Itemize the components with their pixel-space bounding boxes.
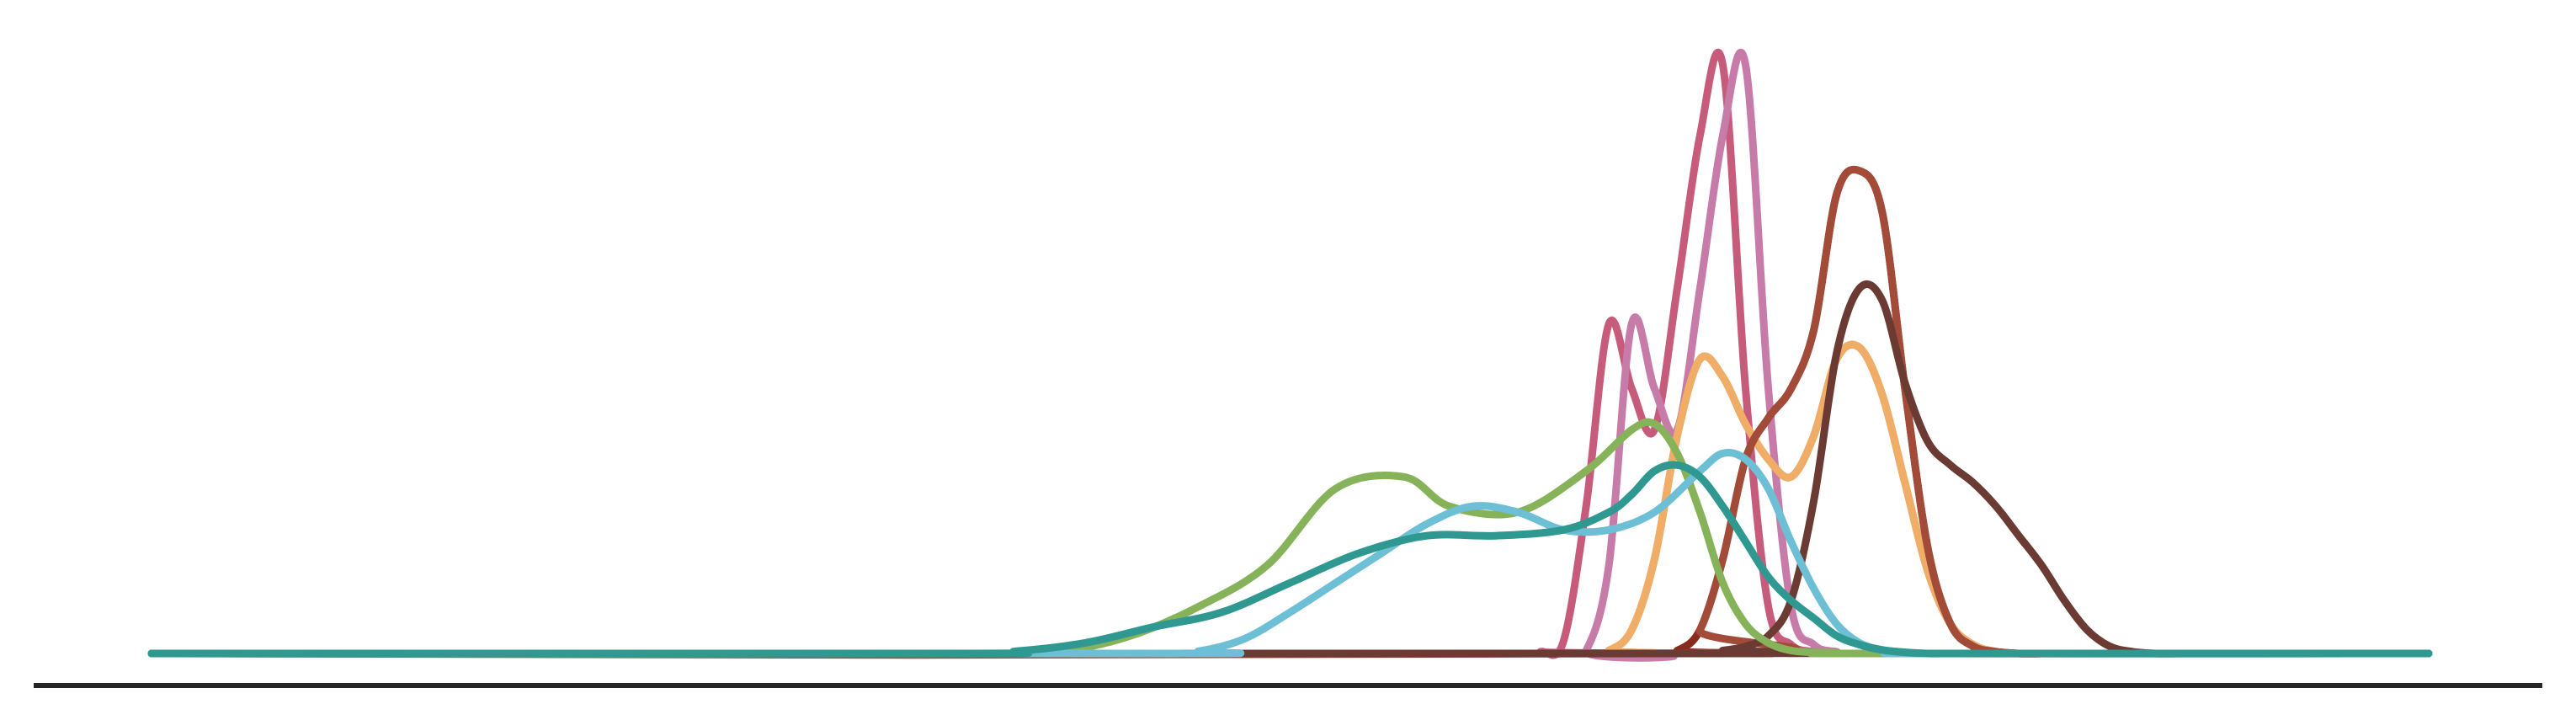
series-line-3: [147, 340, 2433, 658]
series-line-1: [147, 48, 2433, 659]
series-line-7: [147, 280, 2433, 658]
series-line-4: [147, 340, 2433, 658]
series-line-10: [147, 461, 2433, 658]
series-line-9: [147, 448, 2433, 658]
series-line-8: [147, 418, 2433, 658]
series-line-2: [147, 48, 2433, 662]
series-layer: [147, 48, 2433, 662]
